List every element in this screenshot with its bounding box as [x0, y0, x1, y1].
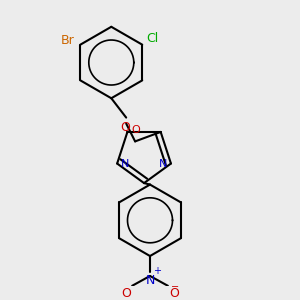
Text: Cl: Cl [147, 32, 159, 45]
Text: N: N [159, 158, 167, 169]
Text: O: O [131, 125, 140, 135]
Text: +: + [153, 266, 161, 276]
Text: O: O [169, 287, 178, 300]
Text: −: − [171, 282, 179, 292]
Text: O: O [120, 121, 130, 134]
Text: O: O [121, 287, 130, 300]
Text: Br: Br [61, 34, 74, 47]
Text: N: N [121, 158, 129, 169]
Text: N: N [145, 274, 155, 287]
